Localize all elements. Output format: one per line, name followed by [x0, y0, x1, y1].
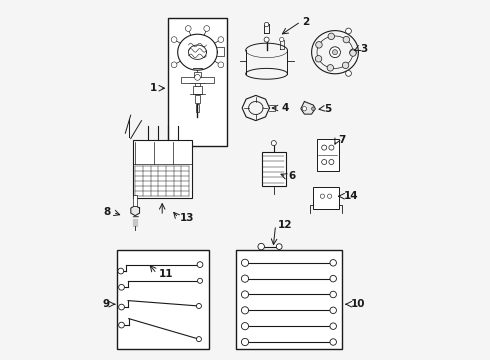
Circle shape: [197, 278, 202, 283]
Circle shape: [320, 194, 324, 198]
Bar: [194, 72, 201, 79]
Text: 13: 13: [180, 213, 195, 223]
Bar: [195, 79, 200, 86]
Circle shape: [242, 275, 248, 282]
Bar: [196, 95, 199, 103]
Circle shape: [330, 260, 337, 266]
Circle shape: [218, 37, 224, 42]
Circle shape: [271, 140, 276, 145]
Bar: [132, 140, 192, 198]
Circle shape: [328, 33, 335, 40]
Text: 3: 3: [360, 44, 368, 54]
Text: 14: 14: [344, 191, 359, 201]
Circle shape: [343, 62, 349, 68]
Circle shape: [195, 75, 200, 80]
Bar: [133, 195, 137, 206]
Bar: [317, 139, 339, 171]
Circle shape: [329, 145, 334, 150]
Polygon shape: [131, 206, 140, 216]
Circle shape: [171, 62, 177, 68]
Bar: [117, 250, 209, 349]
Circle shape: [204, 26, 210, 31]
Text: 5: 5: [324, 104, 331, 114]
Circle shape: [330, 339, 337, 345]
Circle shape: [330, 47, 341, 58]
Circle shape: [316, 42, 322, 48]
Circle shape: [330, 307, 337, 314]
Circle shape: [171, 37, 177, 42]
Polygon shape: [301, 102, 315, 114]
Text: 6: 6: [288, 171, 295, 181]
Text: 9: 9: [103, 299, 110, 309]
Circle shape: [242, 259, 248, 266]
Circle shape: [197, 262, 203, 267]
Circle shape: [330, 275, 337, 282]
Circle shape: [345, 71, 351, 76]
Text: 4: 4: [281, 103, 289, 113]
Text: 8: 8: [104, 207, 111, 217]
Circle shape: [119, 322, 124, 328]
Bar: [196, 104, 199, 112]
Bar: [168, 18, 227, 146]
Text: 12: 12: [277, 220, 292, 230]
Text: 10: 10: [351, 299, 366, 309]
Circle shape: [343, 36, 349, 43]
Circle shape: [196, 337, 201, 342]
Circle shape: [345, 28, 351, 34]
Circle shape: [264, 37, 269, 42]
Bar: [193, 86, 202, 94]
Circle shape: [330, 291, 337, 298]
Circle shape: [258, 243, 265, 250]
Circle shape: [242, 307, 248, 314]
Circle shape: [350, 50, 356, 56]
Circle shape: [327, 194, 332, 198]
Circle shape: [333, 50, 338, 55]
Circle shape: [242, 291, 248, 298]
Circle shape: [321, 145, 327, 150]
Circle shape: [242, 323, 248, 330]
Bar: [314, 187, 339, 209]
Circle shape: [265, 22, 269, 27]
Text: 11: 11: [159, 269, 173, 279]
Text: 1: 1: [150, 83, 157, 93]
Circle shape: [119, 284, 124, 290]
Text: 7: 7: [339, 135, 346, 145]
Circle shape: [118, 268, 123, 274]
Circle shape: [350, 49, 356, 55]
Circle shape: [330, 323, 337, 329]
Bar: [236, 250, 342, 349]
Circle shape: [280, 37, 284, 42]
Circle shape: [312, 107, 315, 111]
Bar: [262, 152, 286, 186]
Circle shape: [218, 62, 224, 68]
Text: 2: 2: [303, 17, 310, 27]
Circle shape: [196, 303, 201, 309]
Circle shape: [302, 107, 307, 111]
Circle shape: [242, 338, 248, 346]
Circle shape: [321, 159, 327, 165]
Circle shape: [119, 304, 124, 310]
Circle shape: [265, 22, 269, 27]
Bar: [181, 77, 214, 83]
Circle shape: [327, 64, 334, 71]
Circle shape: [316, 55, 322, 62]
Circle shape: [329, 159, 334, 165]
Circle shape: [185, 26, 191, 31]
Circle shape: [276, 244, 282, 249]
